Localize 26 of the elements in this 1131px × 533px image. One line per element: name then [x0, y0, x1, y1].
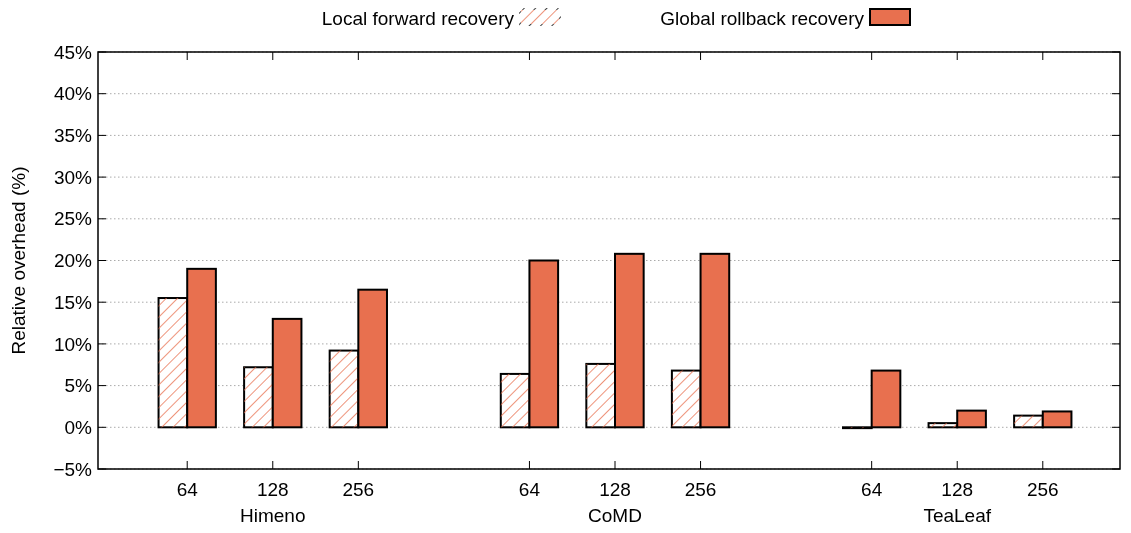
y-tick-label: 10% — [53, 333, 93, 355]
y-tick-label: 20% — [53, 250, 93, 272]
x-tick-label: 64 — [176, 479, 199, 500]
x-tick-label: 256 — [684, 479, 717, 500]
y-tick-label: 35% — [53, 125, 93, 147]
y-axis-title: Relative overhead (%) — [8, 166, 29, 355]
text: Himeno — [240, 505, 306, 526]
text: TeaLeaf — [923, 505, 992, 526]
y-tick-label: 25% — [53, 208, 93, 230]
y-tick-label: 30% — [53, 166, 93, 188]
y-tick-label: 5% — [64, 375, 93, 397]
text: CoMD — [588, 505, 642, 526]
x-tick-label: 256 — [1026, 479, 1059, 500]
y-tick-label: −5% — [53, 458, 93, 480]
y-tick-label: 0% — [64, 416, 93, 438]
x-tick-label: 256 — [342, 479, 375, 500]
legend-label: Global rollback recovery — [660, 8, 865, 29]
y-tick-label: 15% — [53, 291, 93, 313]
x-tick-label: 128 — [599, 479, 631, 500]
y-tick-label: 40% — [53, 83, 93, 105]
x-tick-label: 64 — [518, 479, 541, 500]
y-tick-label: 45% — [53, 41, 93, 63]
x-tick-label: 128 — [941, 479, 974, 500]
x-tick-label: 64 — [861, 479, 883, 500]
x-tick-label: 128 — [256, 479, 289, 500]
legend-label: Local forward recovery — [321, 8, 515, 29]
